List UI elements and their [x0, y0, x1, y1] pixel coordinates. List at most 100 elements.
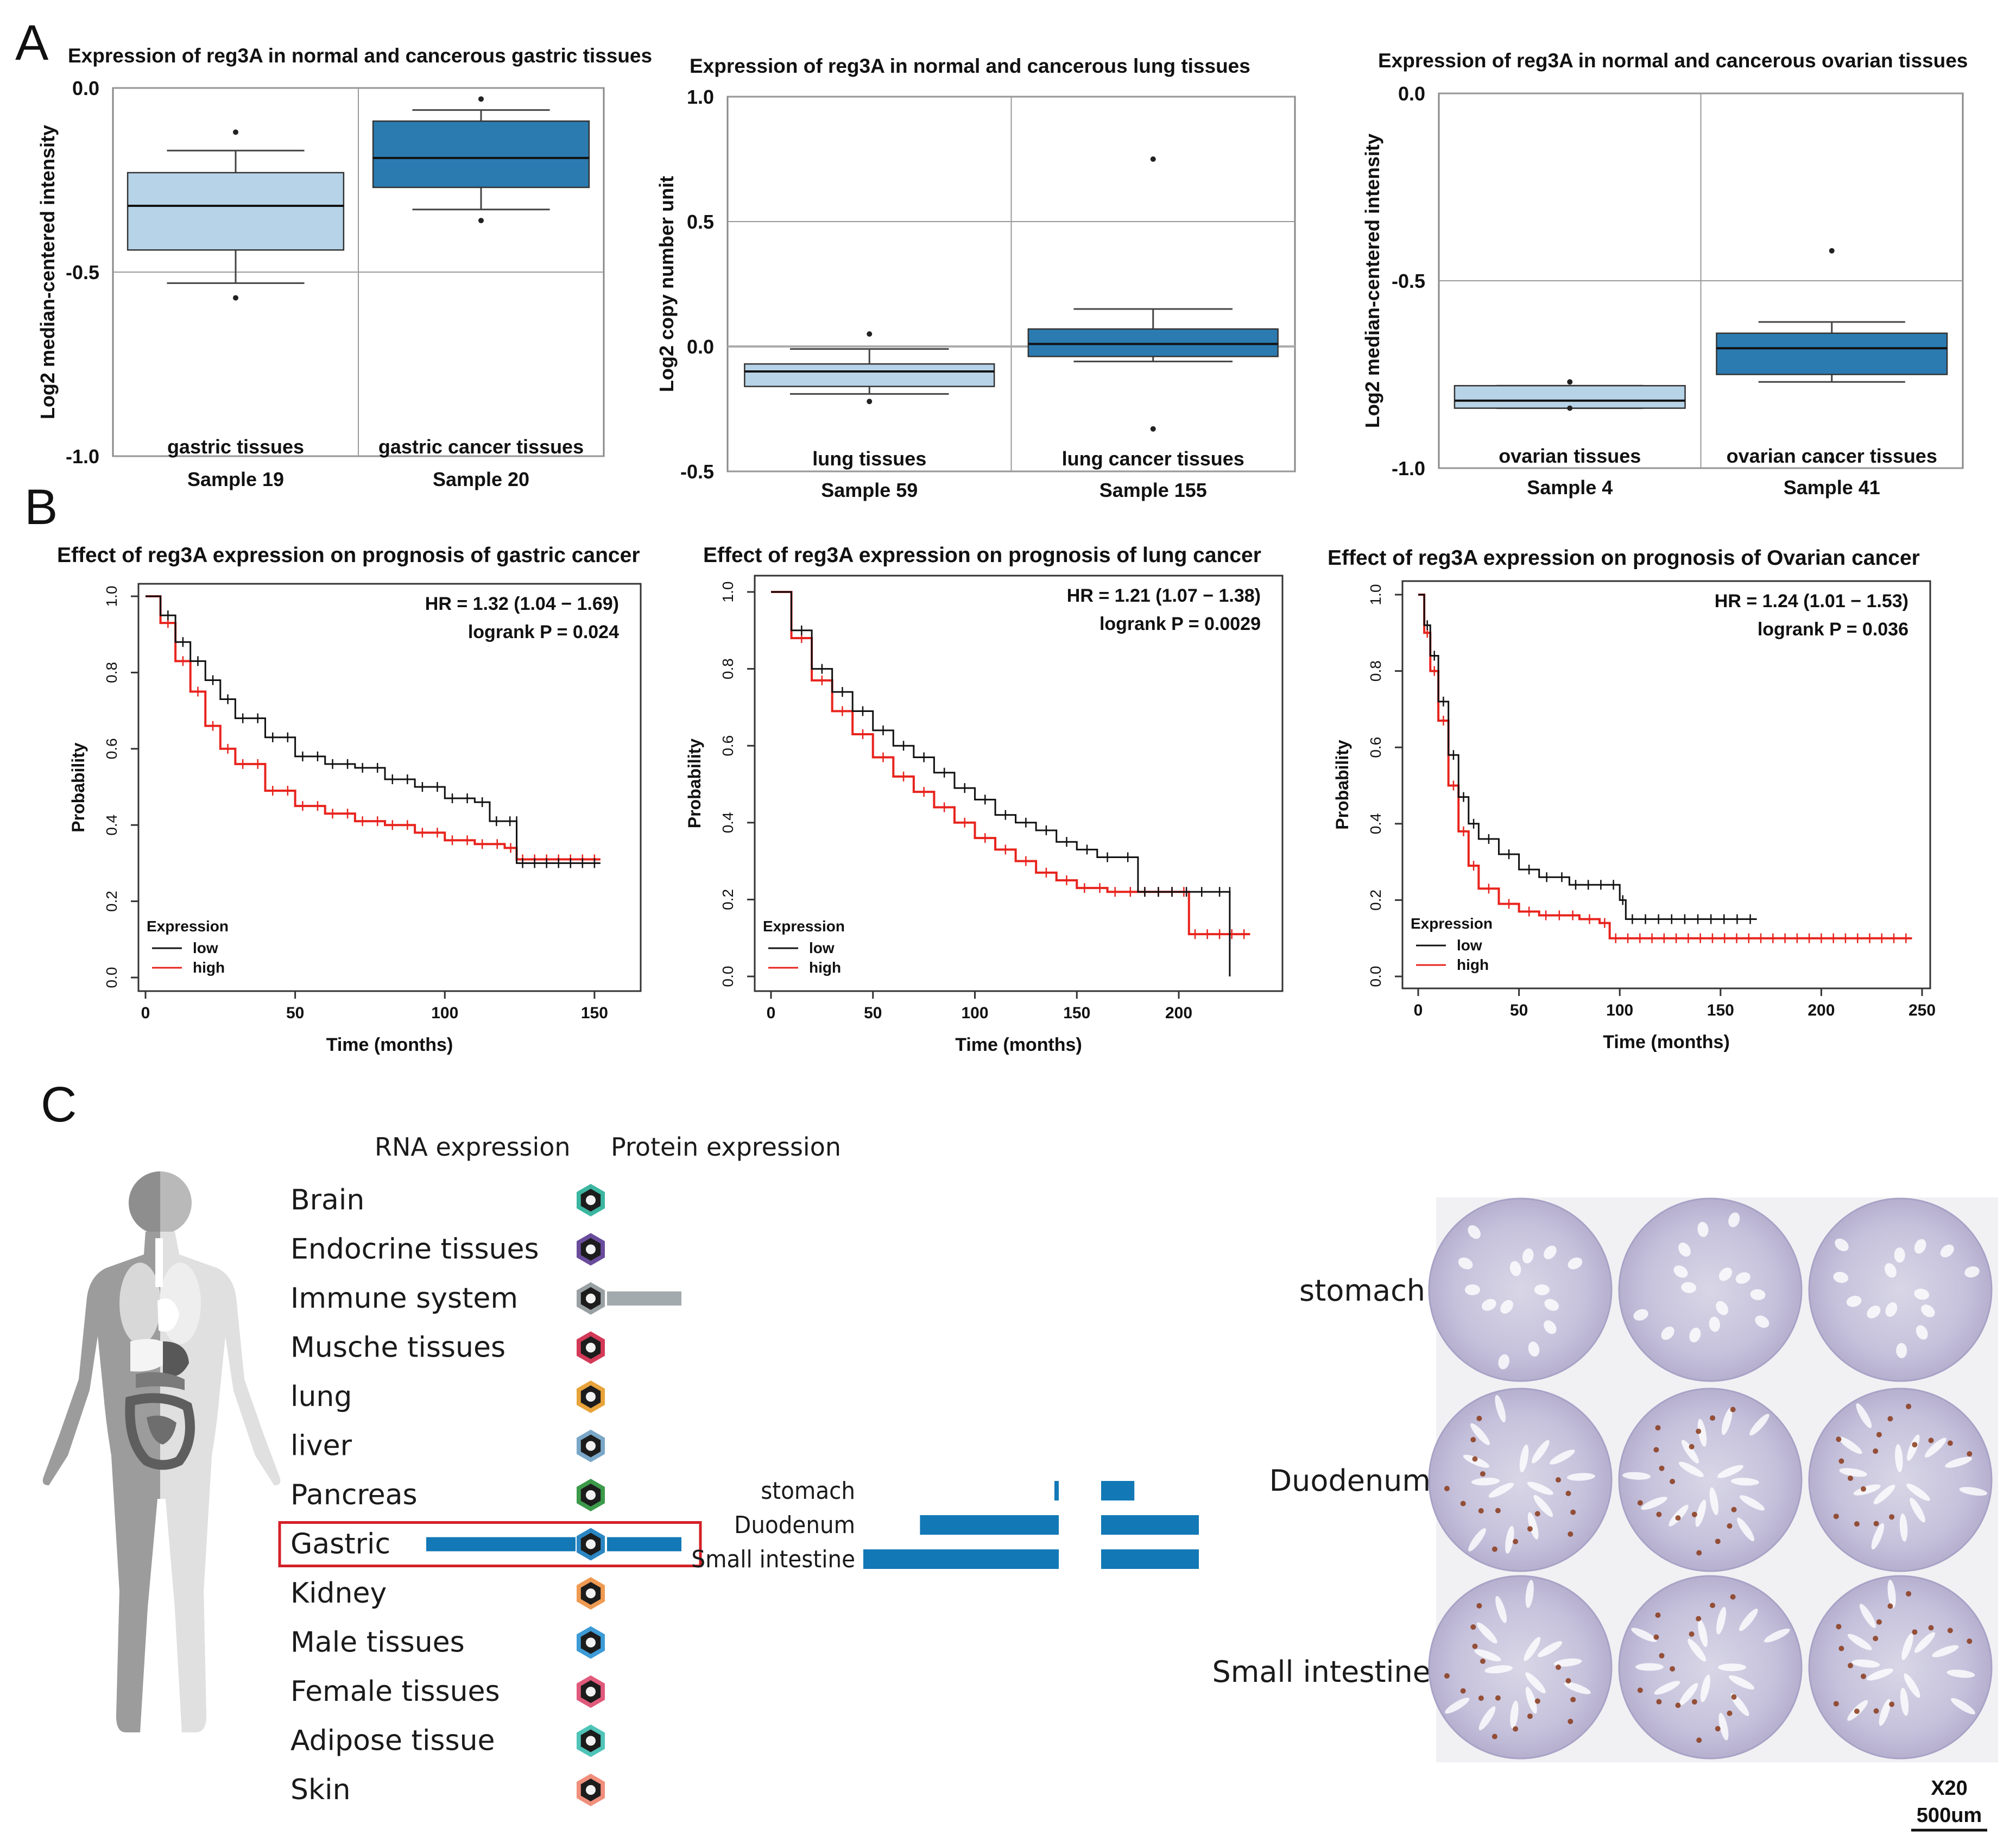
y-axis-label: Probability	[685, 739, 704, 829]
positive-stain-dot	[1876, 1619, 1882, 1625]
gland-lumen	[1679, 1683, 1698, 1706]
y-tick-label: 0.6	[103, 738, 120, 759]
gland-lumen	[1681, 1282, 1697, 1293]
sample-label: Sample 155	[1099, 479, 1207, 501]
x-tick-label: 150	[1707, 1001, 1734, 1019]
panel-b-km-curves: Effect of reg3A expression on prognosis …	[57, 544, 1936, 1055]
tissue-row-endocrine-tissues: Endocrine tissues	[290, 1233, 605, 1266]
positive-stain-dot	[1854, 1708, 1860, 1714]
hr-stat: HR = 1.21 (1.07 − 1.38)	[1067, 585, 1261, 606]
y-axis-label: Probability	[68, 742, 88, 833]
y-tick-label: -1.0	[66, 445, 99, 468]
tissue-name: lung	[290, 1380, 352, 1413]
gland-lumen	[1519, 1444, 1529, 1473]
gland-lumen	[1505, 1525, 1514, 1554]
rna-bar	[920, 1515, 1059, 1535]
tissue-core-edge	[1428, 1197, 1613, 1382]
gland-lumen	[1895, 1444, 1903, 1473]
tissue-icon-glyph	[586, 1294, 596, 1303]
km-plot-1: Effect of reg3A expression on prognosis …	[57, 544, 642, 1055]
positive-stain-dot	[1715, 1726, 1721, 1732]
box-body	[127, 172, 345, 251]
gland-lumen	[1739, 1609, 1758, 1631]
gland-lumen	[1740, 1495, 1765, 1511]
tissue-row-kidney: Kidney	[290, 1577, 605, 1610]
gland-lumen	[1471, 1477, 1500, 1486]
gland-lumen	[1700, 1674, 1710, 1703]
ihc-tissue-core	[1808, 1575, 1993, 1760]
positive-stain-dot	[1556, 1477, 1561, 1483]
gland-lumen	[1538, 1641, 1563, 1657]
positive-stain-dot	[1637, 1687, 1643, 1693]
positive-stain-dot	[1480, 1471, 1486, 1477]
x-tick-label: 150	[1063, 1004, 1090, 1022]
tissue-row-lung: lung	[290, 1380, 605, 1413]
tissue-row-adipose-tissue: Adipose tissue	[290, 1724, 605, 1757]
boxplot-1: Expression of reg3A in normal and cancer…	[36, 45, 652, 490]
gland-lumen	[1945, 1457, 1973, 1468]
outlier-point	[233, 129, 238, 135]
plot-frame	[137, 583, 642, 992]
y-tick-label: 0.4	[719, 812, 736, 833]
y-axis-label: Log2 median-centered intensity	[1361, 134, 1383, 428]
sample-label: Sample 41	[1784, 476, 1880, 499]
sample-label: Sample 59	[821, 479, 918, 501]
protein-bar	[1101, 1481, 1135, 1500]
positive-stain-dot	[1670, 1479, 1676, 1484]
positive-stain-dot	[1906, 1403, 1912, 1409]
ihc-row-label: Small intestine	[1212, 1655, 1431, 1689]
gland-lumen	[1755, 1315, 1769, 1328]
chart-title: Expression of reg3A in normal and cancer…	[68, 45, 652, 67]
gland-lumen	[1528, 1341, 1540, 1357]
protein-bar	[1101, 1515, 1199, 1535]
positive-stain-dot	[1689, 1631, 1695, 1637]
ihc-row-label: stomach	[1299, 1273, 1425, 1308]
tissue-name: Gastric	[290, 1528, 390, 1561]
gland-lumen	[1698, 1619, 1708, 1647]
ihc-tissue-core	[1618, 1575, 1803, 1760]
y-axis-label: Log2 copy number unit	[655, 176, 678, 392]
tissue-name: Endocrine tissues	[290, 1233, 539, 1266]
gland-lumen	[1846, 1296, 1862, 1307]
gland-lumen	[1964, 1266, 1980, 1278]
box-body	[744, 363, 995, 387]
gland-lumen	[1838, 1436, 1862, 1454]
positive-stain-dot	[1478, 1508, 1484, 1514]
gland-lumen	[1688, 1638, 1707, 1662]
tissue-core-disc	[1809, 1389, 1992, 1571]
tissue-name: Female tissues	[290, 1675, 500, 1708]
positive-stain-dot	[1833, 1514, 1839, 1520]
positive-stain-dot	[1691, 1699, 1697, 1705]
gland-lumen	[1932, 1645, 1959, 1657]
x-tick-label: 50	[286, 1004, 304, 1022]
gland-lumen	[1484, 1665, 1513, 1674]
tissue-core-disc	[1619, 1199, 1802, 1381]
positive-stain-dot	[1887, 1603, 1893, 1609]
y-tick-label: 0.6	[1367, 737, 1384, 758]
box-body	[372, 120, 590, 188]
chart-title: Effect of reg3A expression on prognosis …	[1328, 546, 1920, 570]
positive-stain-dot	[1906, 1591, 1912, 1597]
legend-label-high: high	[1457, 956, 1489, 973]
y-tick-label: 1.0	[687, 86, 714, 108]
km-plot-2: Effect of reg3A expression on prognosis …	[685, 544, 1284, 1055]
gland-lumen	[1500, 1300, 1513, 1314]
positive-stain-dot	[1534, 1698, 1540, 1704]
km-curve-high	[146, 595, 601, 861]
box-ovarian-cancer-tissues	[1716, 248, 1948, 464]
hr-stat: HR = 1.32 (1.04 − 1.69)	[425, 594, 619, 614]
gland-lumen	[1697, 1221, 1709, 1237]
gland-lumen	[1716, 1606, 1726, 1635]
gland-lumen	[1525, 1580, 1534, 1608]
tissue-name: Pancreas	[290, 1479, 418, 1511]
positive-stain-dot	[1527, 1713, 1533, 1719]
rna-bar	[1054, 1481, 1059, 1500]
positive-stain-dot	[1889, 1514, 1895, 1520]
tissue-expression-list: RNA expression Protein expression Brain End…	[278, 1132, 841, 1806]
positive-stain-dot	[1928, 1438, 1934, 1443]
positive-stain-dot	[1710, 1603, 1716, 1609]
tissue-row-pancreas: Pancreas	[290, 1479, 605, 1511]
gland-lumen	[1947, 1669, 1975, 1678]
y-tick-label: 0.0	[103, 967, 120, 988]
